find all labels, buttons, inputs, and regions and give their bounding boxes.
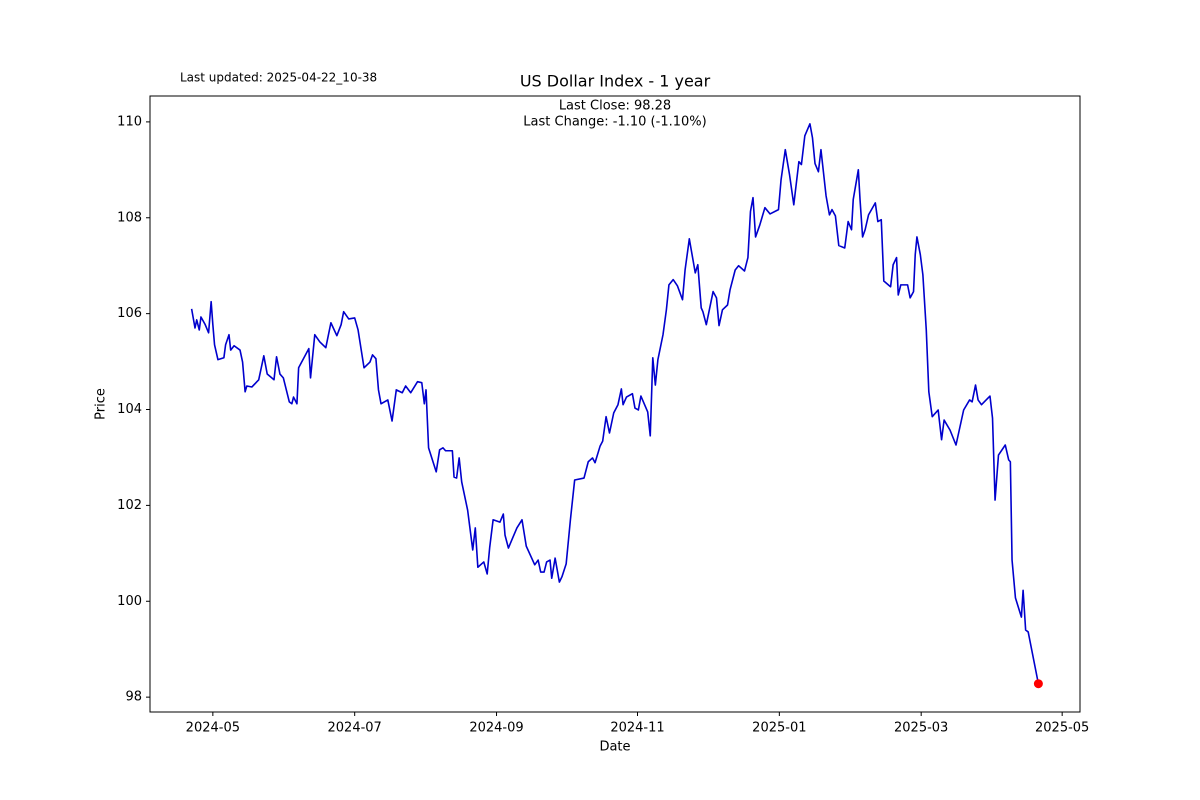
- y-axis-label: Price: [94, 388, 109, 420]
- x-tick-label: 2024-11: [610, 721, 664, 736]
- annotation: Last Close: 98.28: [559, 99, 671, 114]
- y-tick-label: 104: [117, 402, 142, 417]
- y-tick-label: 108: [117, 210, 142, 225]
- chart-title: US Dollar Index - 1 year: [520, 72, 711, 91]
- x-axis-label: Date: [599, 740, 630, 755]
- y-tick-label: 102: [117, 498, 142, 513]
- y-tick-label: 98: [125, 690, 142, 705]
- y-tick-label: 110: [117, 114, 142, 129]
- x-tick-label: 2025-01: [752, 721, 806, 736]
- annotation: Last Change: -1.10 (-1.10%): [523, 115, 706, 130]
- price-line: [190, 123, 1040, 684]
- last-updated: Last updated: 2025-04-22_10-38: [180, 71, 377, 85]
- x-tick-label: 2025-05: [1035, 721, 1089, 736]
- x-tick-label: 2024-05: [186, 721, 240, 736]
- x-tick-label: 2025-03: [894, 721, 948, 736]
- y-tick-label: 100: [117, 594, 142, 609]
- plot-frame: [149, 95, 1081, 713]
- x-tick-label: 2024-09: [469, 721, 523, 736]
- last-point: [1033, 679, 1043, 689]
- x-tick-label: 2024-07: [328, 721, 382, 736]
- y-tick-label: 106: [117, 306, 142, 321]
